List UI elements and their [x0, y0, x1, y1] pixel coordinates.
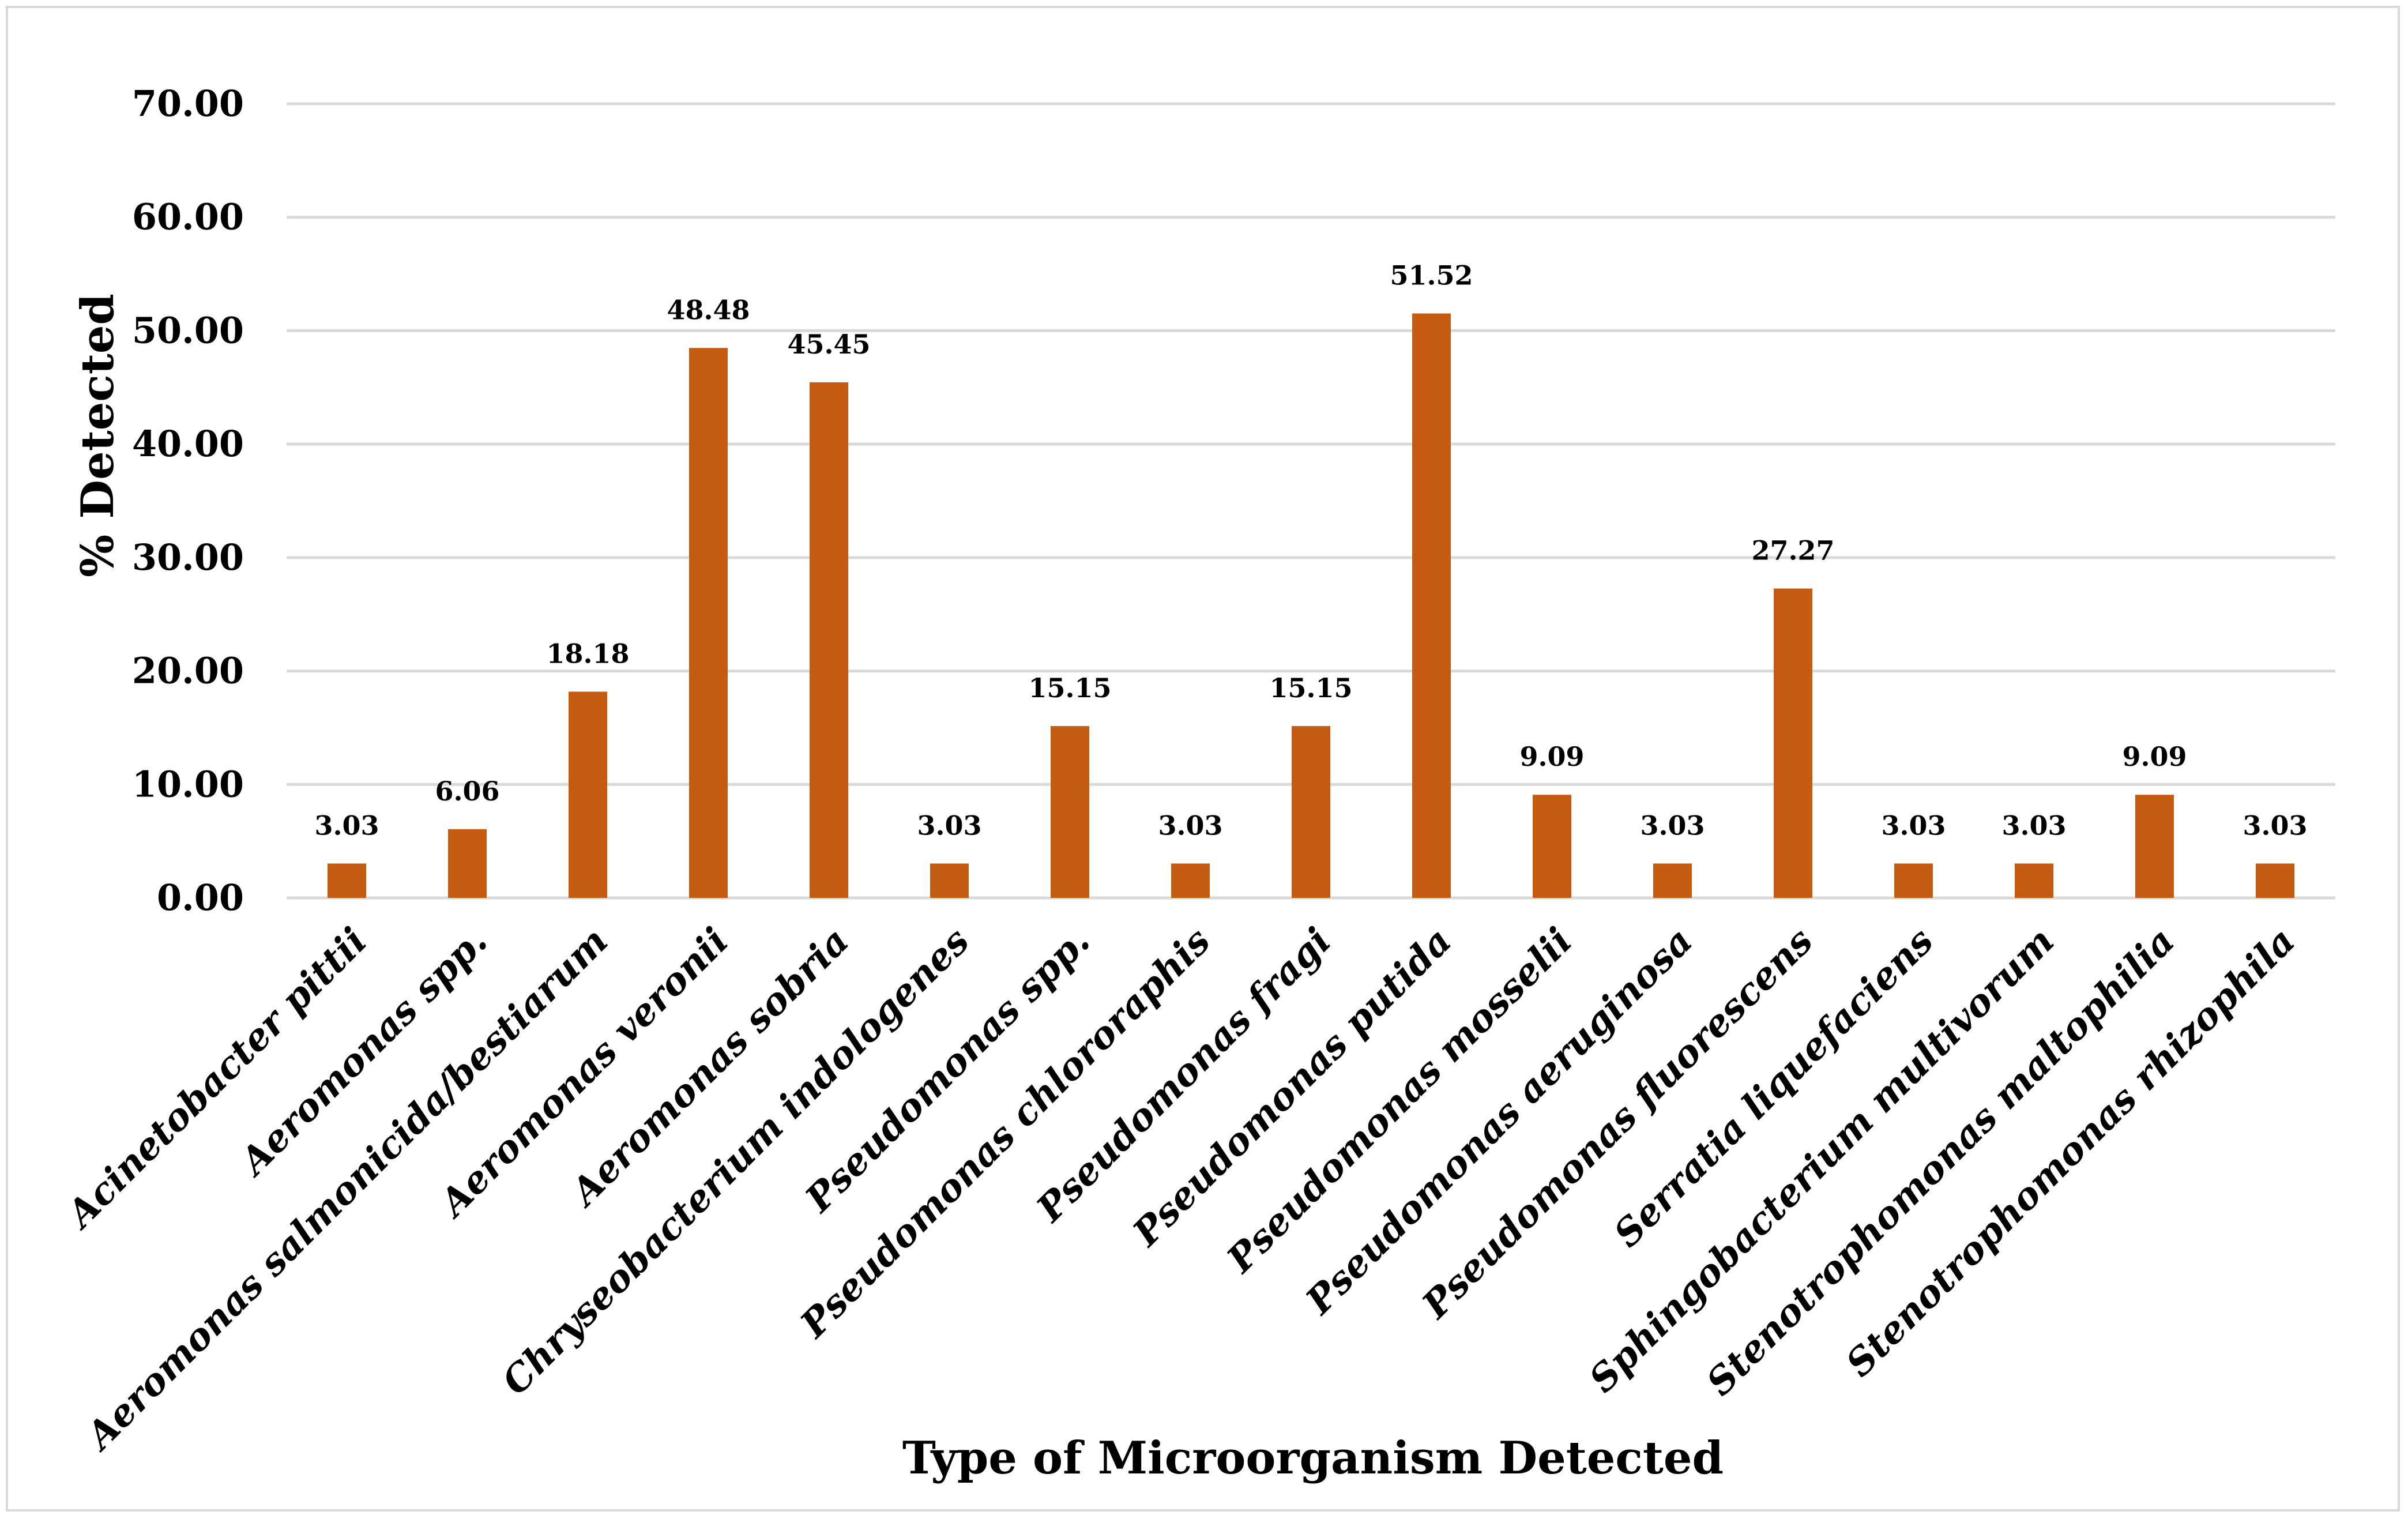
y-tick-label: 50.00	[132, 309, 244, 351]
data-label: 27.27	[1751, 535, 1834, 566]
data-label: 48.48	[667, 294, 750, 325]
data-label: 3.03	[917, 810, 981, 841]
bar	[1653, 863, 1692, 898]
bar	[689, 348, 728, 898]
data-labels: 3.03 6.06 18.18 48.48 45.45 3.03 15.15 3.03 15.1…	[314, 260, 2307, 841]
bar	[1292, 725, 1330, 898]
bar	[930, 863, 969, 898]
data-label: 51.52	[1390, 260, 1473, 291]
bar	[1171, 863, 1210, 898]
y-tick-label: 0.00	[157, 877, 244, 919]
bar	[2256, 863, 2294, 898]
bar	[569, 691, 607, 898]
bar	[1894, 863, 1933, 898]
bar	[1051, 725, 1089, 898]
y-tick-label: 20.00	[132, 650, 244, 692]
y-tick-label: 60.00	[132, 196, 244, 238]
bar	[1774, 588, 1812, 898]
data-label: 6.06	[435, 776, 499, 807]
x-tick-label: Stenotrophomonas rhizophila	[1838, 919, 2304, 1385]
y-tick-label: 10.00	[132, 763, 244, 805]
bar	[1533, 795, 1571, 898]
y-axis-ticks: 0.00 10.00 20.00 30.00 40.00 50.00 60.00 70.00	[132, 82, 244, 919]
bar	[1412, 313, 1451, 898]
data-label: 45.45	[787, 329, 870, 360]
bar	[328, 863, 366, 898]
data-label: 15.15	[1028, 672, 1111, 704]
y-tick-label: 70.00	[132, 82, 244, 125]
y-tick-label: 30.00	[132, 536, 244, 578]
data-label: 9.09	[1519, 741, 1584, 772]
data-label: 3.03	[2243, 810, 2307, 841]
data-label: 3.03	[314, 810, 379, 841]
data-label: 3.03	[1881, 810, 1946, 841]
gridlines	[287, 102, 2335, 900]
data-label: 3.03	[1158, 810, 1222, 841]
data-label: 15.15	[1269, 672, 1352, 704]
y-axis-title: % Detected	[72, 294, 124, 577]
y-tick-label: 40.00	[132, 423, 244, 465]
chart-frame	[6, 6, 2400, 1512]
data-label: 3.03	[2001, 810, 2066, 841]
bar	[810, 382, 848, 898]
x-axis-title: Type of Microorganism Detected	[902, 1432, 1724, 1484]
bars	[328, 313, 2294, 898]
bar	[2015, 863, 2053, 898]
data-label: 3.03	[1640, 810, 1705, 841]
data-label: 18.18	[546, 638, 629, 669]
data-label: 9.09	[2122, 741, 2187, 772]
bar	[2135, 795, 2174, 898]
bar	[448, 829, 487, 898]
